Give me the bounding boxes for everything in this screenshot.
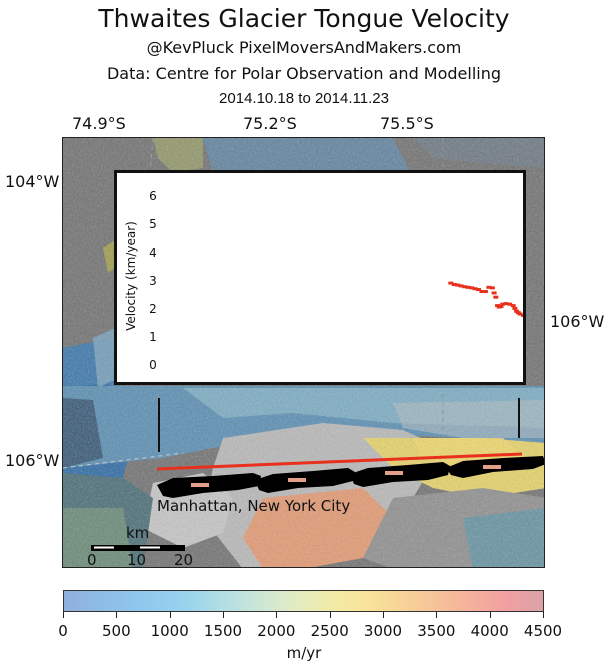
data-point [493, 295, 499, 299]
data-point [510, 304, 516, 308]
velocity-series [448, 281, 523, 317]
colorbar-tick [223, 612, 224, 618]
data-point [500, 302, 506, 306]
scale-bar-unit: km [126, 524, 150, 542]
data-point [482, 290, 488, 294]
y-tick: 3 [149, 274, 157, 288]
chart-title: Thwaites Glacier Tongue Velocity [98, 4, 510, 33]
y-tick: 5 [149, 217, 157, 231]
colorbar-tick [543, 612, 544, 618]
y-tick: 6 [149, 189, 157, 203]
transect-line [156, 452, 523, 471]
latitude-label: 75.2°S [243, 114, 297, 133]
data-point [465, 285, 471, 289]
colorbar-tick-label: 1000 [150, 622, 189, 640]
colorbar-tick [169, 612, 171, 618]
colorbar-tick [436, 612, 438, 618]
longitude-label: 106°W [5, 451, 60, 470]
colorbar-tick [63, 612, 64, 618]
colorbar-tick-label: 3500 [417, 622, 456, 640]
colorbar-tick-label: 4000 [470, 622, 509, 640]
data-point [507, 302, 513, 306]
colorbar-tick-label: 2000 [257, 622, 296, 640]
data-point [489, 286, 495, 290]
data-point [486, 285, 492, 289]
y-tick: 1 [149, 330, 157, 344]
longitude-label: 104°W [5, 172, 60, 191]
scale-bar [91, 545, 185, 551]
y-tick: 4 [149, 246, 157, 260]
data-point [521, 313, 523, 317]
data-point [517, 312, 523, 316]
colorbar-tick [383, 612, 384, 618]
scale-bar-tick: 10 [127, 551, 147, 568]
data-point [451, 283, 457, 287]
colorbar-tick-label: 500 [102, 622, 131, 640]
scale-bar-tick: 20 [174, 551, 194, 568]
data-source: Data: Centre for Polar Observation and M… [106, 64, 502, 83]
data-point [462, 285, 468, 289]
credit-line: @KevPluck PixelMoversAndMakers.com [146, 38, 462, 57]
overlay-label: Manhattan, New York City [157, 497, 351, 515]
colorbar-tick [489, 612, 491, 618]
data-point [458, 284, 464, 288]
data-point [469, 286, 475, 290]
data-point [479, 290, 485, 294]
data-point [491, 291, 497, 295]
date-range: 2014.10.18 to 2014.11.23 [219, 90, 389, 107]
scale-bar-tick: 0 [87, 551, 97, 568]
colorbar-tick-label: 0 [58, 622, 68, 640]
velocity-colorbar [63, 590, 544, 612]
colorbar-tick [116, 612, 118, 618]
data-point [472, 287, 478, 291]
data-point [448, 281, 454, 285]
velocity-profile-chart: Velocity (km/year) 6 5 4 3 2 1 0 [114, 170, 526, 385]
data-point [476, 288, 482, 292]
latitude-label: 74.9°S [72, 114, 126, 133]
colorbar-tick [329, 612, 331, 618]
data-point [503, 302, 509, 306]
y-tick: 0 [149, 358, 157, 372]
data-point [498, 304, 504, 308]
colorbar-tick-label: 1500 [203, 622, 243, 640]
colorbar-tick-label: 3000 [363, 622, 403, 640]
latitude-label: 75.5°S [380, 114, 434, 133]
y-tick: 2 [149, 302, 157, 316]
colorbar-tick [276, 612, 278, 618]
colorbar-unit: m/yr [286, 644, 322, 662]
colorbar-tick-label: 2500 [310, 622, 349, 640]
data-point [512, 306, 518, 310]
longitude-label: 106°W [550, 312, 605, 331]
colorbar-tick-label: 4500 [523, 622, 563, 640]
data-point [455, 283, 461, 287]
